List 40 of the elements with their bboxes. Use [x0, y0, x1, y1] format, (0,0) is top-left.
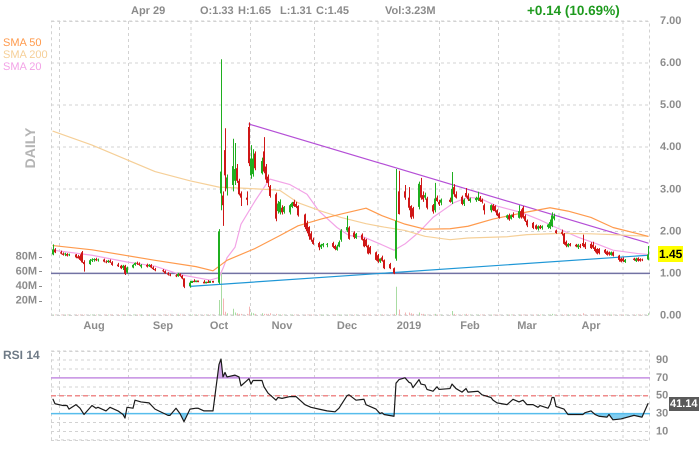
y-tick-label: 3.00 — [660, 183, 682, 196]
text: C:1.45 — [316, 5, 350, 17]
text: O:1.33 — [200, 5, 234, 17]
x-tick-label: Sep — [152, 320, 174, 332]
x-tick-label: 2019 — [396, 320, 422, 332]
y-tick-label: 4.00 — [660, 141, 682, 154]
x-tick-label: Nov — [272, 320, 294, 332]
x-tick-label: Feb — [460, 320, 480, 332]
y2-tick-label: 20M — [16, 294, 37, 307]
chart-title: RSI 14 — [3, 348, 40, 362]
y-tick-label: 5.00 — [660, 99, 682, 112]
y2-tick-label: 80M — [16, 250, 37, 263]
y-tick-label: 2.00 — [660, 225, 682, 238]
text: DAILY — [22, 128, 38, 168]
y-tick-label: 1.00 — [660, 267, 682, 280]
y-tick-label: 7.00 — [660, 15, 682, 28]
annotation: 1.45 — [658, 246, 684, 262]
y-tick-label: 70 — [656, 372, 668, 384]
y-tick-label: 90 — [656, 354, 668, 366]
y-tick-label: 50 — [656, 390, 668, 402]
y-tick-label: 30 — [656, 408, 668, 420]
x-tick-label: Apr — [582, 320, 602, 332]
y-tick-label: 6.00 — [660, 57, 682, 70]
text: SMA 200 — [3, 49, 48, 61]
y-tick-label: 0.00 — [660, 309, 682, 322]
text: L:1.31 — [280, 5, 312, 17]
x-tick-label: Oct — [210, 320, 228, 332]
text: +0.14 (10.69%) — [527, 3, 620, 18]
x-tick-label: Mar — [517, 320, 538, 332]
x-tick-label: Aug — [83, 320, 105, 332]
y-tick-label: 10 — [656, 425, 668, 438]
text: Vol:3.23M — [385, 5, 436, 17]
text: SMA 50 — [3, 37, 43, 49]
text: Apr 29 — [131, 5, 166, 17]
text: H:1.65 — [238, 5, 272, 17]
y2-tick-label: 60M — [16, 265, 37, 278]
text: SMA 20 — [3, 61, 43, 73]
x-tick-label: Dec — [336, 320, 358, 332]
annotation: 41.14 — [669, 396, 699, 411]
y2-tick-label: 40M — [16, 280, 37, 292]
